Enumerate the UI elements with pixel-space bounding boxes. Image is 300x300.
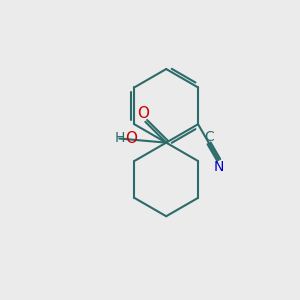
Text: N: N [214, 160, 224, 174]
Text: C: C [204, 130, 214, 144]
Text: O: O [137, 106, 149, 121]
Text: H: H [115, 131, 125, 146]
Text: O: O [126, 131, 138, 146]
